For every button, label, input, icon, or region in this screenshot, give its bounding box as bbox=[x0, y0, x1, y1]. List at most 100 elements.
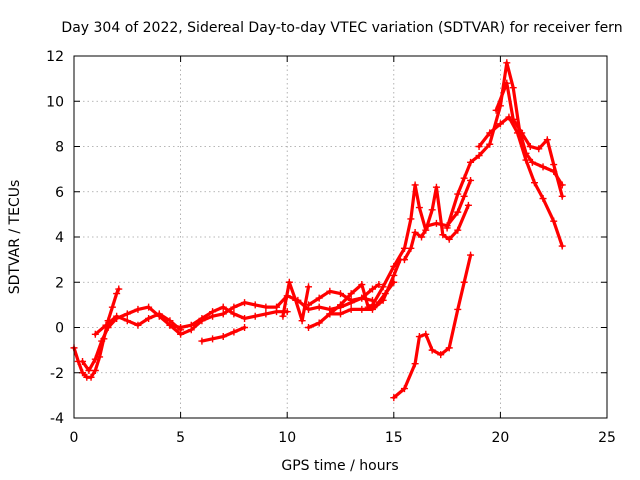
y-axis-label: SDTVAR / TECUs bbox=[7, 180, 23, 295]
data-point bbox=[379, 296, 387, 304]
data-point bbox=[230, 328, 238, 336]
data-point bbox=[108, 303, 116, 311]
data-point bbox=[543, 136, 551, 144]
data-point bbox=[531, 179, 539, 187]
data-point bbox=[550, 217, 558, 225]
data-point bbox=[464, 201, 472, 209]
data-series bbox=[70, 59, 566, 402]
data-point bbox=[85, 366, 93, 374]
series-track-4 bbox=[166, 303, 291, 331]
data-point bbox=[79, 369, 87, 377]
data-point bbox=[241, 314, 249, 322]
data-point bbox=[407, 215, 415, 223]
series-line bbox=[306, 280, 396, 330]
data-point bbox=[422, 330, 430, 338]
series-line bbox=[402, 178, 473, 262]
data-point bbox=[437, 351, 445, 359]
data-point bbox=[305, 324, 313, 331]
y-tick-label: 8 bbox=[55, 140, 64, 156]
data-point bbox=[315, 303, 323, 311]
data-point bbox=[467, 251, 475, 259]
data-point bbox=[347, 296, 355, 304]
data-point bbox=[145, 303, 153, 311]
series-track-12 bbox=[443, 59, 566, 232]
data-point bbox=[145, 314, 153, 322]
series-track-5 bbox=[198, 324, 249, 345]
data-point bbox=[539, 195, 547, 203]
series-track-9 bbox=[326, 256, 404, 318]
data-point bbox=[558, 192, 566, 200]
x-tick-label: 0 bbox=[70, 430, 79, 446]
data-point bbox=[460, 192, 468, 200]
data-point bbox=[219, 333, 227, 341]
x-axis-label: GPS time / hours bbox=[281, 458, 398, 474]
data-point bbox=[535, 145, 543, 153]
data-point bbox=[134, 321, 142, 329]
data-point bbox=[87, 373, 95, 381]
data-point bbox=[467, 176, 475, 184]
x-tick-label: 5 bbox=[176, 430, 185, 446]
data-point bbox=[432, 183, 440, 191]
data-point bbox=[209, 335, 217, 343]
data-point bbox=[115, 285, 123, 293]
data-point bbox=[177, 324, 185, 331]
data-point bbox=[315, 294, 323, 302]
data-point bbox=[262, 303, 270, 311]
data-point bbox=[460, 278, 468, 286]
data-point bbox=[390, 271, 398, 279]
series-track-13 bbox=[475, 113, 566, 250]
data-point bbox=[91, 330, 99, 338]
data-point bbox=[273, 308, 281, 316]
data-point bbox=[285, 278, 293, 286]
data-point bbox=[486, 129, 494, 137]
data-point bbox=[522, 156, 530, 164]
data-point bbox=[558, 242, 566, 250]
data-point bbox=[113, 290, 121, 298]
data-point bbox=[503, 59, 511, 67]
data-point bbox=[400, 385, 408, 393]
data-point bbox=[467, 158, 475, 166]
series-line bbox=[168, 305, 289, 330]
data-point bbox=[424, 222, 432, 230]
data-point bbox=[411, 181, 419, 189]
data-point bbox=[418, 233, 426, 241]
data-point bbox=[411, 360, 419, 368]
grid-lines bbox=[74, 56, 607, 418]
data-point bbox=[415, 204, 423, 212]
series-line bbox=[328, 258, 402, 316]
data-point bbox=[492, 106, 500, 114]
data-point bbox=[509, 84, 517, 92]
data-point bbox=[347, 290, 355, 298]
x-tick-label: 10 bbox=[278, 430, 296, 446]
data-point bbox=[315, 319, 323, 327]
data-point bbox=[379, 283, 387, 291]
data-point bbox=[443, 224, 451, 232]
data-point bbox=[209, 308, 217, 316]
data-point bbox=[113, 312, 121, 320]
data-point bbox=[166, 321, 174, 329]
data-point bbox=[91, 355, 99, 363]
data-point bbox=[298, 317, 306, 325]
data-point bbox=[445, 235, 453, 243]
data-point bbox=[79, 357, 87, 365]
data-point bbox=[123, 310, 131, 318]
data-point bbox=[155, 310, 163, 318]
axis-ticks: 0 5 10 15 20 25 -4 -2 0 2 4 6 8 10 12 bbox=[46, 49, 616, 446]
data-point bbox=[251, 301, 259, 309]
series-line bbox=[370, 183, 470, 307]
series-track-15 bbox=[390, 251, 475, 402]
data-point bbox=[445, 344, 453, 352]
data-point bbox=[439, 231, 447, 239]
data-point bbox=[358, 281, 366, 289]
data-point bbox=[390, 262, 398, 270]
data-point bbox=[432, 219, 440, 227]
data-point bbox=[198, 314, 206, 322]
data-point bbox=[475, 143, 483, 150]
data-point bbox=[400, 244, 408, 252]
data-point bbox=[390, 394, 398, 402]
data-point bbox=[428, 346, 436, 354]
data-point bbox=[326, 310, 334, 318]
data-point bbox=[358, 305, 366, 313]
data-point bbox=[400, 256, 408, 264]
data-point bbox=[198, 337, 206, 345]
